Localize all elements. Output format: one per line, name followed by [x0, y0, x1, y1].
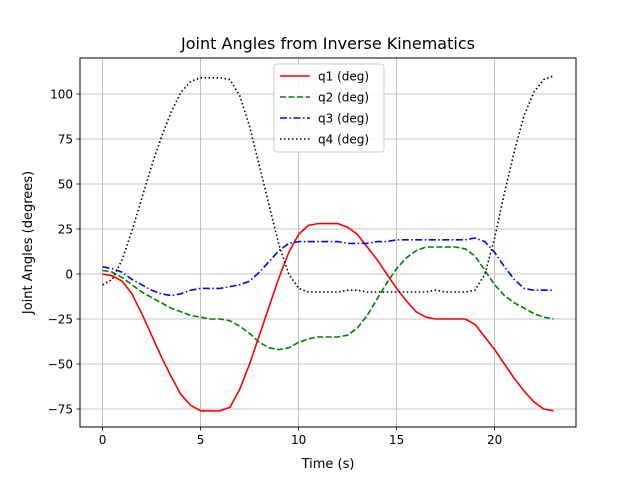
legend-box [273, 63, 385, 153]
y-tick-label: 100 [50, 88, 73, 102]
x-tick-label: 0 [99, 433, 107, 447]
series-line-q3 [102, 237, 554, 297]
y-axis-label: Joint Angles (degrees) [21, 171, 36, 315]
series-line-q1 [102, 222, 554, 412]
y-tick-label: −50 [48, 358, 73, 372]
series-layer [102, 75, 554, 412]
legend-label-q4: q4 (deg) [318, 133, 369, 147]
axis-ticks: 0 5 10 15 20 −75 −50 −25 0 25 50 75 100 [48, 88, 503, 448]
legend-label-q2: q2 (deg) [318, 91, 369, 105]
x-tick-label: 10 [291, 433, 306, 447]
legend: q1 (deg) q2 (deg) q3 (deg) q4 (deg) [273, 63, 385, 153]
y-tick-label: 25 [58, 223, 73, 237]
legend-label-q1: q1 (deg) [318, 70, 369, 84]
series-line-q4 [102, 75, 554, 293]
x-tick-label: 15 [389, 433, 404, 447]
y-tick-label: 0 [65, 268, 73, 282]
x-tick-label: 5 [197, 433, 205, 447]
y-tick-label: −25 [48, 313, 73, 327]
y-tick-label: 50 [58, 178, 73, 192]
y-tick-label: −75 [48, 403, 73, 417]
legend-label-q3: q3 (deg) [318, 112, 369, 126]
x-tick-label: 20 [487, 433, 502, 447]
series-line-q2 [102, 246, 554, 351]
x-axis-label: Time (s) [301, 457, 355, 472]
plot-frame [79, 57, 577, 428]
y-tick-label: 75 [58, 133, 73, 147]
chart-title: Joint Angles from Inverse Kinematics [180, 34, 475, 53]
